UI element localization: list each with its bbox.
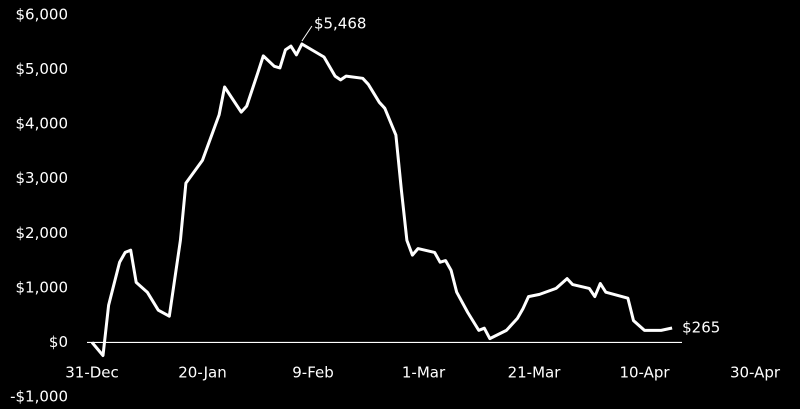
y-tick-label: $1,000: [16, 278, 69, 296]
y-tick-label: $4,000: [16, 115, 69, 133]
y-tick-label: $5,000: [16, 60, 69, 78]
value-label: $5,468: [314, 15, 367, 33]
x-tick-label: 30-Apr: [730, 364, 781, 382]
value-label: $265: [682, 318, 720, 336]
x-tick-label: 21-Mar: [508, 364, 562, 382]
y-tick-label: $6,000: [16, 6, 69, 24]
label-leader: [301, 25, 313, 42]
x-tick-label: 20-Jan: [178, 364, 226, 382]
x-tick-label: 1-Mar: [402, 364, 446, 382]
y-tick-label: $3,000: [16, 169, 69, 187]
y-tick-label: -$1,000: [10, 388, 68, 406]
y-tick-label: $2,000: [16, 224, 69, 242]
x-tick-label: 10-Apr: [619, 364, 670, 382]
data-line: [90, 42, 673, 357]
x-tick-label: 9-Feb: [292, 364, 334, 382]
y-tick-label: $0: [49, 333, 68, 351]
x-tick-label: 31-Dec: [65, 364, 119, 382]
